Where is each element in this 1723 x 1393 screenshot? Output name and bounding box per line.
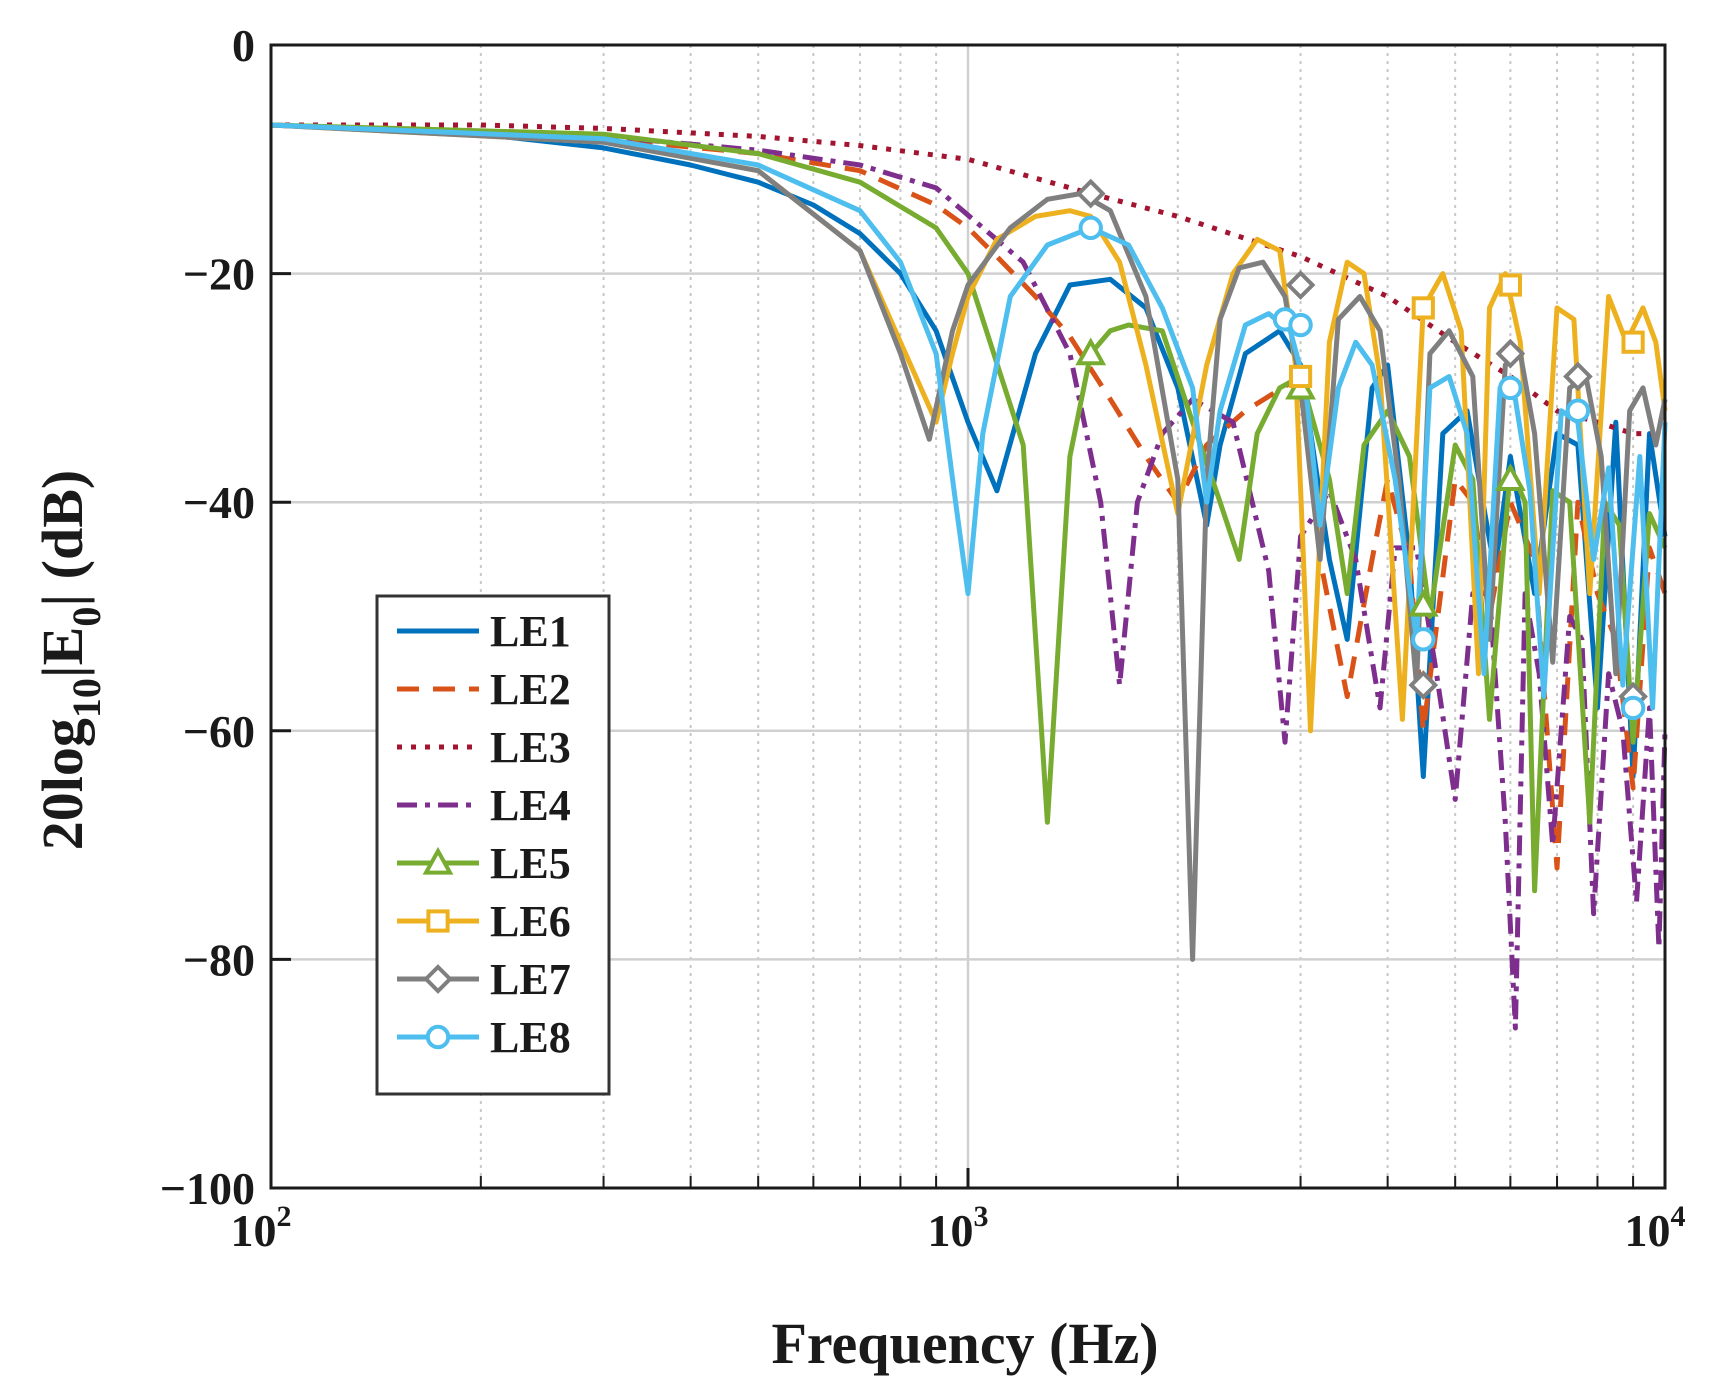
series-line-le8 xyxy=(270,122,1668,711)
legend-label-le8: LE8 xyxy=(490,1013,571,1062)
legend-label-le6: LE6 xyxy=(490,897,571,946)
legend-label-le4: LE4 xyxy=(490,781,571,830)
legend-box xyxy=(375,594,611,1096)
x-axis-label: Frequency (Hz) xyxy=(771,1311,1158,1376)
y-tick-label: −20 xyxy=(183,249,255,300)
x-tick-label: 102 xyxy=(231,1200,292,1256)
marker-le5 xyxy=(1494,463,1526,491)
legend-marker-le8 xyxy=(425,1024,451,1050)
marker-le7 xyxy=(1075,178,1106,209)
x-tick-label: 104 xyxy=(1625,1200,1686,1256)
legend-marker-le6 xyxy=(426,909,450,933)
marker-le6 xyxy=(1498,273,1522,297)
marker-le8 xyxy=(1498,375,1523,401)
marker-le8 xyxy=(1288,312,1313,338)
marker-le7 xyxy=(1285,270,1316,300)
marker-le6 xyxy=(1411,296,1435,320)
marker-le8 xyxy=(1411,627,1436,652)
marker-le6 xyxy=(1288,364,1313,389)
tick-labels: 102 103 104 0 −20 −40 −60 −80 −100 xyxy=(160,20,1686,1256)
legend: LE1 LE2 LE3 LE4 LE5 LE6 LE7 LE8 xyxy=(375,594,611,1096)
marker-le5 xyxy=(1075,337,1107,366)
y-tick-label: −60 xyxy=(183,706,255,757)
series-layer xyxy=(270,122,1668,1031)
legend-label-le3: LE3 xyxy=(490,723,571,772)
y-axis-label: 20log10|E0| (dB) xyxy=(30,470,109,850)
marker-le8 xyxy=(1078,215,1103,241)
marker-le8 xyxy=(1565,398,1591,423)
marker-le5 xyxy=(1407,588,1439,617)
series-line-le1 xyxy=(270,122,1668,779)
ticks xyxy=(269,43,1667,1190)
marker-le7 xyxy=(1495,338,1526,369)
y-tick-label: −40 xyxy=(183,477,255,528)
legend-label-le5: LE5 xyxy=(490,839,571,888)
marker-le7 xyxy=(1408,670,1439,700)
marker-le8 xyxy=(1620,695,1646,721)
y-tick-label: −100 xyxy=(160,1163,255,1214)
series-line-le3 xyxy=(271,122,1665,437)
legend-label-le2: LE2 xyxy=(490,665,571,714)
x-tick-label: 103 xyxy=(928,1200,989,1256)
y-tick-label: 0 xyxy=(232,20,255,71)
marker-le7 xyxy=(1563,361,1593,392)
legend-label-le1: LE1 xyxy=(490,607,571,656)
y-tick-label: −80 xyxy=(183,934,255,985)
series-line-le2 xyxy=(270,122,1668,871)
marker-le6 xyxy=(1621,330,1645,354)
legend-marker-le5 xyxy=(422,846,454,875)
legend-marker-le7 xyxy=(423,964,453,994)
series-line-le7 xyxy=(270,122,1668,962)
legend-label-le7: LE7 xyxy=(490,955,571,1004)
